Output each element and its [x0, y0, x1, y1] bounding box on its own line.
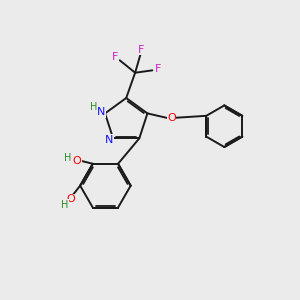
Text: O: O — [72, 156, 81, 166]
Text: H: H — [61, 200, 68, 210]
Text: O: O — [67, 194, 76, 204]
Text: H: H — [64, 153, 71, 163]
Text: O: O — [167, 113, 176, 123]
Text: H: H — [90, 102, 98, 112]
Text: N: N — [105, 134, 113, 145]
Text: F: F — [112, 52, 119, 62]
Text: N: N — [97, 107, 106, 117]
Text: F: F — [154, 64, 161, 74]
Text: F: F — [138, 45, 144, 55]
